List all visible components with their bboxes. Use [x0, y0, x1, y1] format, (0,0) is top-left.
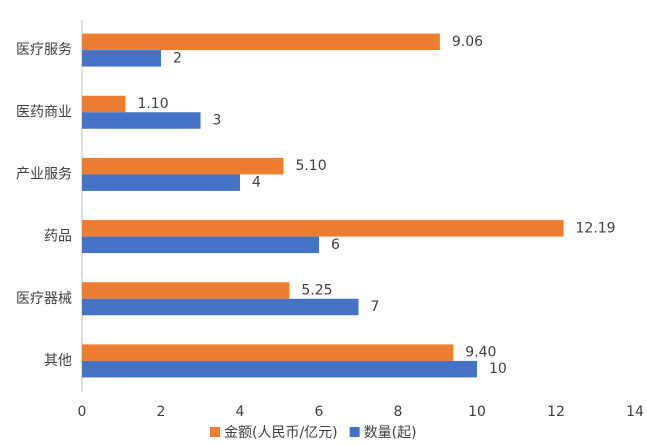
bar	[82, 112, 201, 129]
value-label: 7	[371, 299, 380, 315]
value-label: 2	[173, 50, 182, 66]
y-tick-label: 药品	[44, 229, 72, 245]
bar	[82, 344, 454, 361]
bar	[82, 50, 161, 67]
value-label: 4	[252, 175, 261, 191]
x-tick-label: 0	[78, 404, 87, 420]
bar	[82, 282, 290, 299]
bar	[82, 298, 359, 316]
bar	[82, 236, 319, 254]
bar	[82, 157, 284, 175]
value-label: 9.40	[465, 345, 496, 361]
x-tick-label: 10	[468, 404, 486, 420]
x-tick-label: 6	[315, 404, 324, 420]
x-tick-label: 8	[394, 404, 403, 420]
x-tick-label: 2	[157, 404, 166, 420]
x-tick-label: 4	[236, 404, 245, 420]
x-tick-label: 12	[547, 404, 565, 420]
value-label: 1.10	[137, 96, 168, 112]
legend-swatch	[210, 427, 220, 437]
x-tick-label: 14	[626, 404, 644, 420]
y-tick-label: 医疗器械	[16, 291, 72, 307]
value-label: 9.06	[452, 34, 483, 50]
value-label: 5.25	[301, 283, 332, 299]
bar	[82, 95, 126, 113]
y-tick-label: 其他	[44, 353, 72, 369]
value-label: 12.19	[576, 220, 616, 236]
y-tick-label: 产业服务	[16, 166, 72, 182]
y-tick-label: 医疗服务	[16, 42, 72, 58]
bar	[82, 360, 477, 378]
legend-label: 金额(人民币/亿元)	[224, 425, 338, 441]
bar	[82, 220, 564, 237]
value-label: 3	[213, 113, 222, 129]
legend-label: 数量(起)	[364, 425, 417, 441]
y-tick-label: 医药商业	[16, 104, 72, 120]
value-label: 10	[489, 361, 507, 377]
bar	[82, 174, 240, 191]
legend-swatch	[349, 427, 360, 437]
value-label: 6	[331, 237, 340, 253]
value-label: 5.10	[295, 158, 326, 174]
bar	[82, 33, 440, 51]
